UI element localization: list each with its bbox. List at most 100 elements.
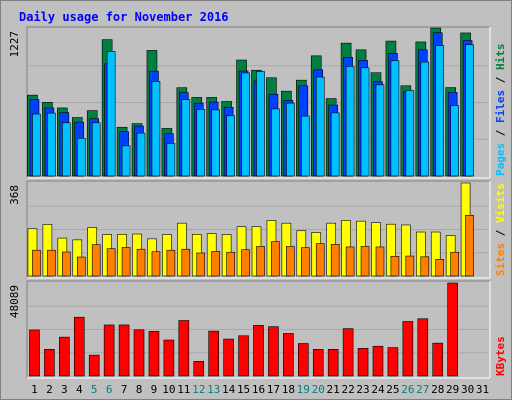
bar-kbytes-day-14 [223,338,234,377]
x-tick-label-3: 3 [61,383,68,396]
bar-pages-day-21 [330,112,340,177]
bar-sites-day-29 [450,251,459,277]
bar-pages-day-19 [301,115,310,177]
bar-sites-day-18 [286,246,295,277]
bar-kbytes-day-27 [417,318,429,377]
x-tick-label-29: 29 [446,383,459,396]
bar-pages-day-10 [166,143,176,177]
bar-sites-day-5 [91,244,101,277]
bar-pages-day-3 [62,122,71,177]
side-label-hits: Hits [494,44,507,71]
x-tick-label-27: 27 [416,383,429,396]
bar-kbytes-day-6 [103,324,115,377]
bar-sites-day-15 [241,249,250,277]
bar-kbytes-day-9 [148,331,160,377]
bar-sites-day-20 [315,243,325,277]
x-tick-label-9: 9 [151,383,158,396]
bar-kbytes-day-29 [447,282,458,377]
bar-sites-day-12 [196,252,206,277]
bar-pages-day-27 [420,61,430,177]
bar-kbytes-day-2 [44,349,55,377]
bar-kbytes-day-7 [118,324,130,377]
y-tick-label: 1227 [8,31,21,58]
bar-pages-day-22 [345,66,355,177]
side-label-sites: Sites [494,243,507,276]
bar-pages-day-17 [271,108,280,177]
bar-pages-day-29 [450,105,459,177]
bar-pages-day-7 [121,145,131,177]
x-tick-label-24: 24 [371,383,385,396]
bar-kbytes-day-25 [387,347,399,377]
bar-kbytes-day-22 [342,328,354,377]
x-tick-label-4: 4 [76,383,83,396]
bar-kbytes-day-20 [312,349,324,377]
bar-kbytes-day-4 [73,316,85,377]
bar-kbytes-day-28 [432,342,444,377]
bar-kbytes-day-13 [208,330,219,377]
bar-sites-day-9 [151,251,161,277]
x-tick-label-14: 14 [222,383,236,396]
side-label-kbytes: KBytes [494,336,507,376]
bar-pages-day-14 [226,115,235,177]
bar-pages-day-25 [390,60,400,177]
x-tick-label-17: 17 [267,383,280,396]
x-tick-label-11: 11 [177,383,190,396]
bar-pages-day-6 [106,51,116,177]
y-tick-label: 48089 [8,285,21,318]
bar-sites-day-24 [375,246,385,277]
bar-kbytes-day-24 [372,345,384,377]
bar-kbytes-day-19 [298,343,309,377]
x-tick-label-22: 22 [341,383,354,396]
bar-pages-day-20 [315,76,325,177]
bar-sites-day-3 [62,251,71,277]
x-tick-label-18: 18 [282,383,295,396]
bar-pages-day-28 [435,45,445,177]
bar-kbytes-day-8 [133,329,145,377]
y-tick-label: 368 [8,185,21,205]
bar-sites-day-28 [435,259,445,277]
bar-kbytes-day-23 [357,348,369,377]
bar-pages-day-9 [151,81,161,177]
x-tick-label-30: 30 [461,383,474,396]
bar-kbytes-day-1 [29,329,40,377]
bar-pages-day-16 [256,71,265,177]
x-tick-label-26: 26 [401,383,414,396]
bar-pages-day-1 [32,113,41,177]
chart-title: Daily usage for November 2016 [19,10,229,24]
bar-sites-day-25 [390,255,400,277]
bar-kbytes-day-26 [402,321,414,377]
bar-pages-day-15 [241,72,250,177]
bar-sites-day-23 [360,246,370,277]
bar-sites-day-16 [256,246,265,277]
x-tick-label-10: 10 [162,383,175,396]
bar-sites-day-8 [136,248,146,277]
side-label: Sites / Visits [494,183,507,276]
bar-sites-day-22 [345,246,355,277]
bar-sites-day-26 [405,255,415,277]
bar-pages-day-2 [47,112,56,177]
bar-pages-day-26 [405,90,415,177]
bar-sites-day-1 [32,249,41,277]
bar-pages-day-23 [360,67,370,177]
bar-sites-day-11 [181,248,191,277]
x-tick-label-5: 5 [91,383,98,396]
x-tick-label-1: 1 [31,383,38,396]
x-tick-label-21: 21 [327,383,340,396]
bar-pages-day-4 [76,137,86,177]
bar-pages-day-12 [196,109,206,177]
x-tick-label-12: 12 [192,383,205,396]
bar-pages-day-13 [211,109,220,177]
bar-pages-day-24 [375,84,385,177]
bar-sites-day-30 [465,215,474,277]
x-tick-label-8: 8 [136,383,143,396]
bar-kbytes-day-12 [193,361,205,377]
side-label-pages: Pages [494,143,507,176]
bar-kbytes-day-5 [88,354,100,377]
bar-pages-day-30 [465,44,474,177]
bar-sites-day-17 [271,241,280,277]
bar-pages-day-18 [286,102,295,177]
x-tick-label-28: 28 [431,383,444,396]
bar-kbytes-day-11 [178,320,190,377]
